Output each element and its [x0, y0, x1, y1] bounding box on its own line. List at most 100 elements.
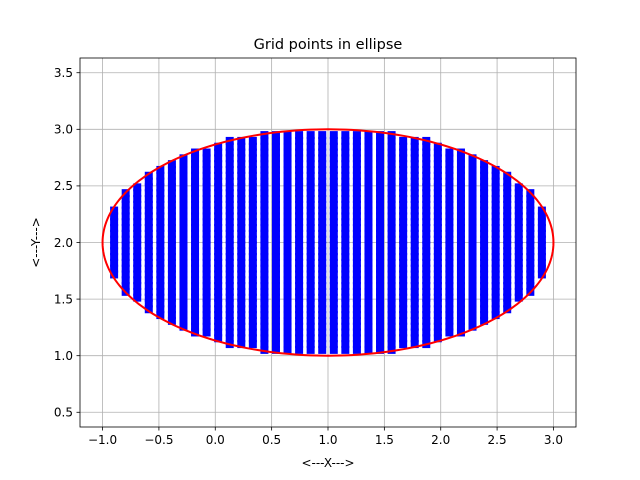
- grid-point-marker: [167, 177, 176, 186]
- grid-point-marker: [295, 212, 304, 221]
- grid-point-marker: [133, 276, 142, 285]
- grid-point-marker: [167, 206, 176, 215]
- grid-point-marker: [341, 247, 350, 256]
- grid-point-marker: [237, 253, 246, 262]
- grid-point-marker: [191, 253, 200, 262]
- grid-point-marker: [295, 136, 304, 145]
- grid-point-marker: [422, 253, 431, 262]
- grid-point-marker: [260, 218, 269, 227]
- grid-point-marker: [133, 194, 142, 203]
- grid-point-marker: [271, 223, 280, 232]
- grid-point-marker: [306, 148, 315, 157]
- grid-point-marker: [364, 229, 373, 238]
- grid-point-marker: [283, 206, 292, 215]
- grid-point-marker: [537, 258, 546, 267]
- grid-point-marker: [352, 229, 361, 238]
- grid-point-marker: [329, 322, 338, 331]
- grid-point-marker: [480, 200, 489, 209]
- grid-point-marker: [295, 206, 304, 215]
- y-tick-label: 3.0: [54, 123, 73, 137]
- grid-point-marker: [376, 189, 385, 198]
- grid-point-marker: [387, 136, 396, 145]
- grid-point-marker: [364, 299, 373, 308]
- grid-point-marker: [133, 253, 142, 262]
- grid-point-marker: [445, 154, 454, 163]
- grid-point-marker: [295, 218, 304, 227]
- grid-point-marker: [214, 264, 223, 273]
- grid-point-marker: [537, 253, 546, 262]
- grid-point-marker: [422, 194, 431, 203]
- grid-point-marker: [271, 171, 280, 180]
- grid-point-marker: [376, 223, 385, 232]
- grid-point-marker: [202, 200, 211, 209]
- grid-point-marker: [225, 311, 234, 320]
- grid-point-marker: [318, 253, 327, 262]
- grid-point-marker: [167, 287, 176, 296]
- grid-point-marker: [503, 270, 512, 279]
- grid-point-marker: [491, 264, 500, 273]
- grid-point-marker: [283, 171, 292, 180]
- grid-point-marker: [387, 322, 396, 331]
- grid-point-marker: [237, 194, 246, 203]
- grid-point-marker: [144, 258, 153, 267]
- grid-point-marker: [514, 276, 523, 285]
- grid-point-marker: [121, 229, 130, 238]
- grid-point-marker: [503, 171, 512, 180]
- grid-point-marker: [387, 334, 396, 343]
- grid-point-marker: [445, 200, 454, 209]
- grid-point-marker: [410, 200, 419, 209]
- grid-point-marker: [514, 206, 523, 215]
- grid-point-marker: [352, 282, 361, 291]
- grid-point-marker: [283, 223, 292, 232]
- grid-point-marker: [271, 282, 280, 291]
- grid-point-marker: [422, 334, 431, 343]
- grid-point-marker: [480, 241, 489, 250]
- grid-point-marker: [456, 311, 465, 320]
- grid-point-marker: [329, 177, 338, 186]
- grid-point-marker: [225, 316, 234, 325]
- grid-point-marker: [144, 171, 153, 180]
- grid-point-marker: [352, 154, 361, 163]
- grid-point-marker: [191, 194, 200, 203]
- grid-point-marker: [191, 299, 200, 308]
- grid-point-marker: [121, 270, 130, 279]
- grid-point-marker: [179, 206, 188, 215]
- grid-point-marker: [179, 223, 188, 232]
- grid-point-marker: [191, 282, 200, 291]
- grid-point-marker: [144, 299, 153, 308]
- grid-point-marker: [445, 270, 454, 279]
- grid-point-marker: [295, 154, 304, 163]
- grid-point-marker: [341, 154, 350, 163]
- grid-point-marker: [364, 183, 373, 192]
- grid-point-marker: [341, 311, 350, 320]
- grid-point-marker: [491, 223, 500, 232]
- grid-point-marker: [410, 206, 419, 215]
- grid-point-marker: [237, 136, 246, 145]
- grid-point-marker: [410, 293, 419, 302]
- grid-point-marker: [341, 206, 350, 215]
- grid-point-marker: [248, 241, 257, 250]
- grid-point-marker: [433, 264, 442, 273]
- grid-point-marker: [364, 287, 373, 296]
- grid-point-marker: [399, 247, 408, 256]
- grid-point-marker: [295, 171, 304, 180]
- grid-point-marker: [352, 142, 361, 151]
- grid-point-marker: [202, 287, 211, 296]
- grid-point-marker: [399, 171, 408, 180]
- grid-point-marker: [387, 212, 396, 221]
- grid-point-marker: [480, 287, 489, 296]
- grid-point-marker: [503, 218, 512, 227]
- grid-point-marker: [283, 293, 292, 302]
- grid-point-marker: [445, 183, 454, 192]
- grid-point-marker: [526, 212, 535, 221]
- grid-point-marker: [468, 287, 477, 296]
- grid-point-marker: [410, 241, 419, 250]
- grid-point-marker: [121, 253, 130, 262]
- grid-point-marker: [537, 223, 546, 232]
- grid-point-marker: [156, 218, 165, 227]
- grid-point-marker: [283, 177, 292, 186]
- grid-point-marker: [202, 293, 211, 302]
- grid-point-marker: [237, 258, 246, 267]
- grid-point-marker: [248, 247, 257, 256]
- grid-point-marker: [167, 218, 176, 227]
